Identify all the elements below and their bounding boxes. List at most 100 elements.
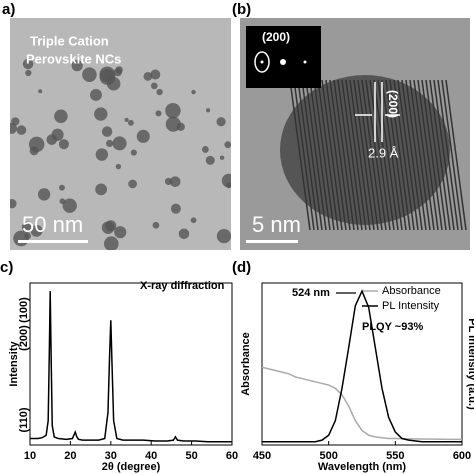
fringe [301, 79, 323, 231]
nanocrystal [152, 221, 160, 229]
nanocrystal [127, 119, 134, 126]
panel-label: (d) [232, 259, 251, 276]
nanocrystal [37, 188, 51, 201]
y-axis-label: Absorbance [240, 332, 252, 396]
fft-highlight [254, 51, 270, 73]
nanocrystal [94, 107, 108, 121]
x-tick-label: 10 [24, 450, 36, 462]
nanocrystal [130, 149, 137, 156]
plane-label: (200) [386, 90, 400, 118]
nanocrystal [190, 217, 197, 224]
fringe [289, 79, 311, 231]
plot-frame [29, 282, 233, 446]
fringe [345, 79, 367, 231]
fringe [317, 79, 339, 231]
fringe [349, 79, 371, 231]
x-tick-label: 550 [386, 450, 404, 462]
nanocrystal [170, 203, 181, 214]
nanocrystal [150, 69, 161, 80]
nanocrystal [155, 110, 162, 117]
fringe [321, 79, 343, 231]
nanocrystal [99, 66, 116, 83]
nanocrystal [95, 183, 107, 196]
nanocrystal [216, 117, 226, 127]
nanocrystal [103, 236, 119, 250]
fft-spot [260, 60, 264, 64]
fringe [429, 79, 451, 231]
y-axis-label: Intensity [8, 341, 20, 387]
nanocrystal [38, 89, 43, 94]
nanocrystal [169, 176, 181, 187]
fringe [413, 79, 435, 231]
fft-center [280, 59, 286, 65]
fringe [445, 79, 467, 231]
nanocrystal [205, 155, 215, 165]
nanocrystal [136, 129, 150, 143]
caption: Triple Cation [30, 33, 109, 48]
nanocrystal [201, 146, 209, 153]
x-tick-label: 450 [253, 450, 271, 462]
x-tick-label: 500 [319, 450, 337, 462]
fringe [437, 79, 459, 231]
fringe [421, 79, 443, 231]
nanocrystal [216, 228, 231, 244]
legend-label: PL Intensity [382, 300, 440, 312]
caption: Perovskite NCs [26, 51, 121, 66]
annotation: (100) [18, 297, 30, 323]
nanocrystal [156, 88, 163, 96]
fft-label: (200) [262, 30, 290, 44]
nanocrystal [54, 109, 68, 123]
fringe [297, 79, 319, 231]
nanocrystal [101, 221, 115, 234]
fringe [361, 79, 383, 231]
fringe [393, 79, 415, 231]
nanocrystal [24, 232, 32, 240]
panel-label: c) [0, 259, 13, 276]
nanocrystal [21, 221, 33, 233]
tem-image [10, 18, 231, 250]
nanocrystal [114, 226, 127, 239]
nanocrystal [164, 177, 173, 186]
fringe [405, 79, 427, 231]
panel-label: (b) [232, 1, 251, 18]
nanocrystal [165, 102, 181, 119]
x-tick-label: 600 [453, 450, 471, 462]
y2-axis-label: PL Intensity (a.u.) [466, 318, 474, 410]
nanocrystal [30, 224, 43, 237]
fringe [369, 79, 391, 231]
nanocrystal [16, 125, 27, 135]
nanocrystal [59, 184, 65, 191]
fringes [289, 79, 467, 231]
nanocrystal [22, 58, 34, 70]
fringe [329, 79, 351, 231]
nanocrystal [90, 88, 102, 101]
fringe [381, 79, 403, 231]
fringe [441, 79, 463, 231]
x-axis-label: 2θ (degree) [102, 461, 161, 473]
x-tick-label: 60 [226, 450, 238, 462]
scale-bar [246, 240, 298, 243]
fringe [389, 79, 411, 231]
nanocrystal [25, 69, 32, 77]
fringe [325, 79, 347, 231]
annotation: X-ray diffraction [140, 280, 225, 292]
nanocrystal [150, 82, 158, 90]
nanocrystal [29, 146, 39, 156]
data-line [262, 289, 462, 443]
nanocrystal [58, 139, 69, 150]
data-line [261, 366, 462, 441]
fringe [337, 79, 359, 231]
x-tick-label: 20 [64, 450, 76, 462]
nanocrystal [219, 155, 225, 160]
nanocrystal [225, 182, 231, 189]
fringe [433, 79, 455, 231]
fft-inset [246, 26, 321, 88]
fringe [365, 79, 387, 231]
nanocrystal [165, 116, 181, 132]
fringe [409, 79, 431, 231]
nanocrystal [101, 126, 113, 137]
nanocrystal [143, 71, 153, 81]
nanocrystal [10, 122, 18, 134]
nanocrystal [10, 198, 17, 209]
